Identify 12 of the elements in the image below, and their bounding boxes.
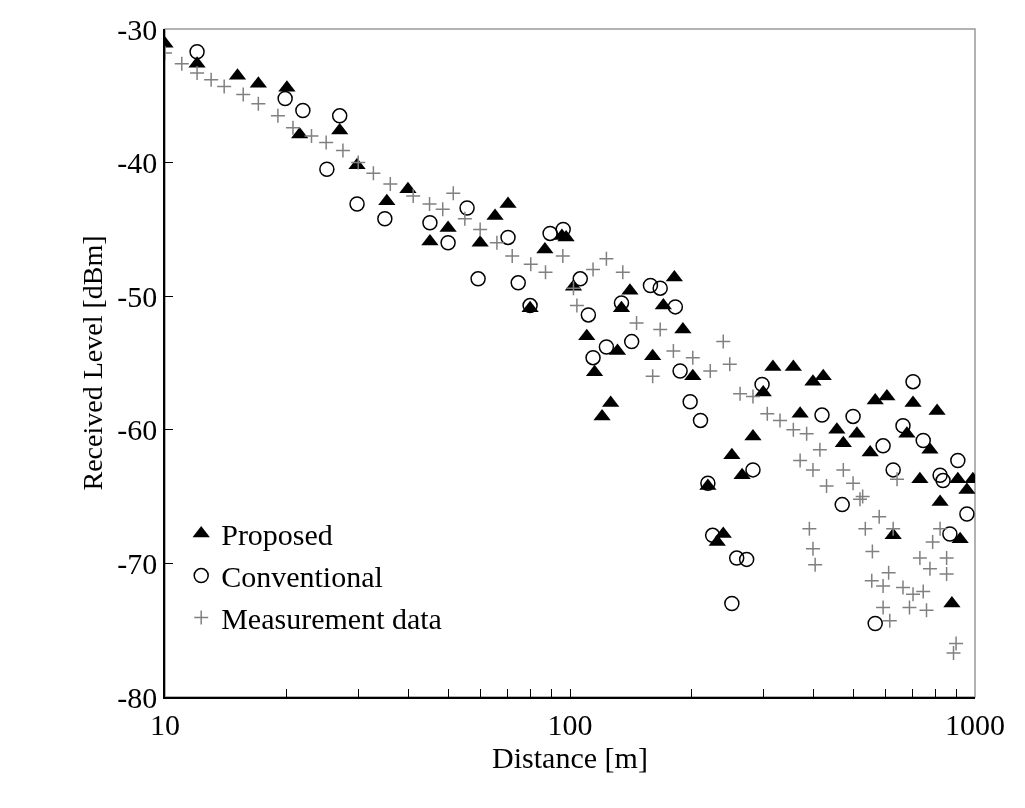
x-tick-label: 100 <box>547 707 593 741</box>
y-axis-title: Received Level [dBm] <box>77 235 109 491</box>
legend-label: Proposed <box>221 518 333 552</box>
y-tick-label: -40 <box>117 146 158 180</box>
legend-label: Conventional <box>221 560 383 594</box>
y-tick-label: -70 <box>117 546 158 580</box>
y-tick-label: -60 <box>117 413 158 447</box>
legend-label: Measurement data <box>221 602 442 636</box>
y-tick-label: -50 <box>117 279 158 313</box>
x-axis-title: Distance [m] <box>492 740 648 774</box>
y-tick-label: -30 <box>117 12 158 46</box>
x-tick-label: 1000 <box>945 707 1005 741</box>
